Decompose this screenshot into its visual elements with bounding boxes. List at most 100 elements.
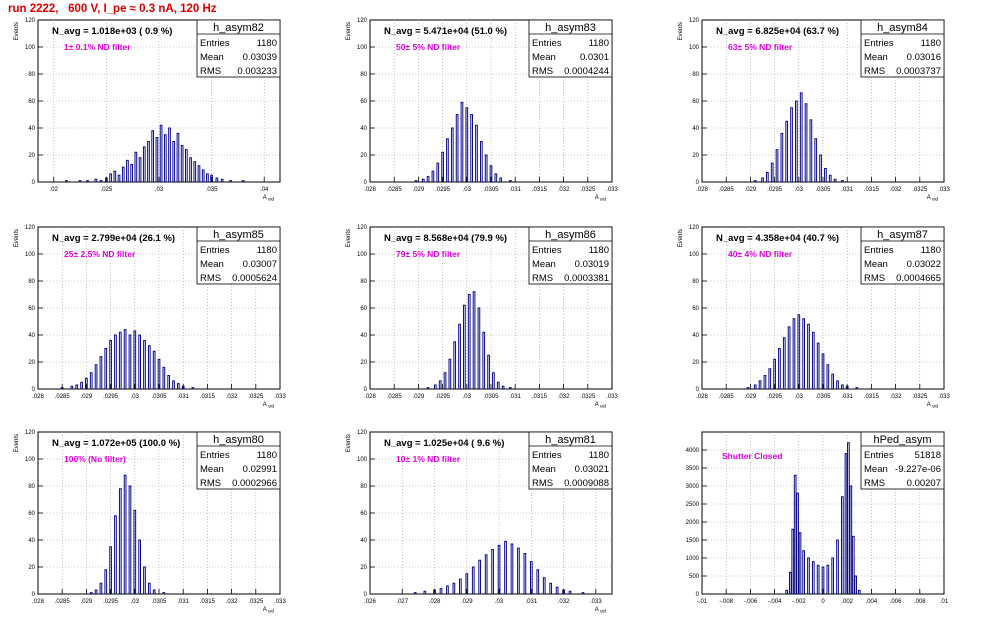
x-tick-label: .0295 bbox=[767, 187, 783, 193]
n-avg-label: N_avg = 1.025e+04 ( 9.6 %) bbox=[384, 438, 504, 449]
x-tick-label: .032 bbox=[226, 394, 238, 400]
x-tick-label: .029 bbox=[745, 187, 757, 193]
stats-value: 0.00207 bbox=[907, 478, 941, 489]
histogram-bin bbox=[798, 532, 802, 594]
histogram-bin bbox=[431, 170, 435, 182]
x-tick-label: .033 bbox=[590, 599, 602, 605]
x-tick-label: .01 bbox=[940, 599, 949, 605]
histogram-bin bbox=[497, 544, 501, 594]
stats-value: -9.227e-06 bbox=[895, 464, 941, 475]
histogram-bin bbox=[509, 387, 512, 389]
y-tick-label: 120 bbox=[357, 430, 368, 436]
y-tick-label: 120 bbox=[25, 225, 36, 231]
x-tick-label: .028 bbox=[364, 394, 376, 400]
histogram-bin bbox=[821, 566, 825, 594]
stats-label: Mean bbox=[200, 52, 224, 63]
y-tick-label: 0 bbox=[696, 180, 700, 186]
x-tick-label: .04 bbox=[260, 187, 269, 193]
histogram-bin bbox=[423, 590, 427, 594]
histogram-bin bbox=[826, 364, 830, 389]
histogram-bin bbox=[492, 372, 495, 389]
x-tick-label: -.004 bbox=[768, 599, 782, 605]
x-axis-subscript: uid bbox=[267, 197, 275, 202]
stats-title: h_asym81 bbox=[545, 434, 596, 446]
stats-label: Mean bbox=[532, 52, 556, 63]
histogram-bin bbox=[446, 138, 449, 182]
histogram-bin bbox=[143, 566, 146, 594]
histogram-bin bbox=[470, 114, 473, 182]
histogram-bin bbox=[778, 348, 781, 389]
stats-value: 0.0002966 bbox=[232, 478, 277, 489]
y-tick-label: 100 bbox=[689, 45, 700, 51]
x-tick-label: .028 bbox=[696, 394, 708, 400]
x-tick-label: .008 bbox=[914, 599, 926, 605]
x-tick-label: .0305 bbox=[483, 394, 499, 400]
histogram-bin bbox=[168, 127, 171, 182]
histogram-bin bbox=[819, 154, 822, 182]
y-tick-label: 500 bbox=[689, 574, 700, 580]
stats-box bbox=[860, 226, 945, 285]
histogram-bin bbox=[793, 474, 797, 594]
stats-value: 1180 bbox=[257, 245, 277, 256]
stats-value: 0.03039 bbox=[243, 52, 277, 63]
y-tick-label: 80 bbox=[28, 279, 35, 285]
histogram-bin bbox=[189, 157, 192, 182]
histogram-bin bbox=[775, 149, 779, 182]
y-tick-label: 20 bbox=[360, 565, 367, 571]
histogram-bin bbox=[782, 337, 786, 389]
stats-value: 0.0005624 bbox=[232, 273, 277, 284]
histogram-bin bbox=[142, 146, 146, 182]
x-tick-label: .0285 bbox=[55, 394, 71, 400]
x-tick-label: .033 bbox=[274, 394, 286, 400]
histogram-bin bbox=[475, 124, 478, 182]
histogram-panel-h_asym80: .028 .0285 .029 .0295 .03 .0305 .031 .0315 .032.… bbox=[14, 430, 286, 614]
x-tick-label: .032 bbox=[890, 187, 902, 193]
histogram-bin bbox=[86, 180, 89, 182]
stats-label: Mean bbox=[532, 464, 556, 475]
histogram-bin bbox=[159, 124, 163, 182]
histogram-bin bbox=[413, 592, 417, 594]
x-axis-subscript: uid bbox=[931, 404, 939, 409]
x-tick-label: .02 bbox=[50, 187, 59, 193]
histogram-bin bbox=[163, 134, 167, 182]
histogram-bin bbox=[441, 151, 444, 182]
x-tick-label: .0305 bbox=[151, 394, 167, 400]
histogram-bin bbox=[181, 385, 185, 389]
histogram-bin bbox=[814, 138, 818, 182]
x-tick-label: .032 bbox=[558, 394, 570, 400]
stats-box bbox=[528, 19, 613, 78]
histogram-bin bbox=[105, 177, 108, 182]
y-tick-label: 80 bbox=[360, 72, 367, 78]
histogram-bin bbox=[847, 442, 850, 594]
histogram-bin bbox=[845, 385, 849, 389]
histogram-bin bbox=[841, 384, 844, 389]
histogram-bin bbox=[467, 294, 471, 389]
x-tick-label: .0285 bbox=[719, 394, 735, 400]
y-tick-label: 4000 bbox=[686, 448, 700, 454]
histogram-bin bbox=[792, 318, 796, 389]
y-tick-label: 100 bbox=[25, 457, 36, 463]
histogram-bin bbox=[206, 173, 209, 182]
stats-value: 0.03016 bbox=[907, 52, 941, 63]
x-tick-label: .029 bbox=[81, 599, 93, 605]
x-tick-label: .03 bbox=[795, 187, 804, 193]
stats-title: h_asym82 bbox=[213, 22, 264, 34]
stats-value: 0.02991 bbox=[243, 464, 277, 475]
y-tick-label: 120 bbox=[689, 18, 700, 24]
histogram-bin bbox=[562, 589, 565, 594]
x-tick-label: .0325 bbox=[580, 394, 596, 400]
y-axis-title: Events bbox=[346, 22, 352, 40]
histogram-bin bbox=[448, 358, 452, 389]
x-tick-label: .029 bbox=[413, 187, 425, 193]
histogram-bin bbox=[191, 387, 195, 389]
histogram-bin bbox=[78, 180, 82, 182]
y-tick-label: 0 bbox=[696, 387, 700, 393]
stats-label: Entries bbox=[532, 38, 562, 49]
x-tick-label: .033 bbox=[606, 187, 618, 193]
histogram-bin bbox=[109, 173, 112, 182]
stats-label: RMS bbox=[200, 478, 221, 489]
stats-value: 1180 bbox=[257, 450, 277, 461]
histogram-bin bbox=[151, 130, 155, 182]
histogram-bin bbox=[126, 159, 129, 182]
histogram-bin bbox=[241, 180, 245, 182]
